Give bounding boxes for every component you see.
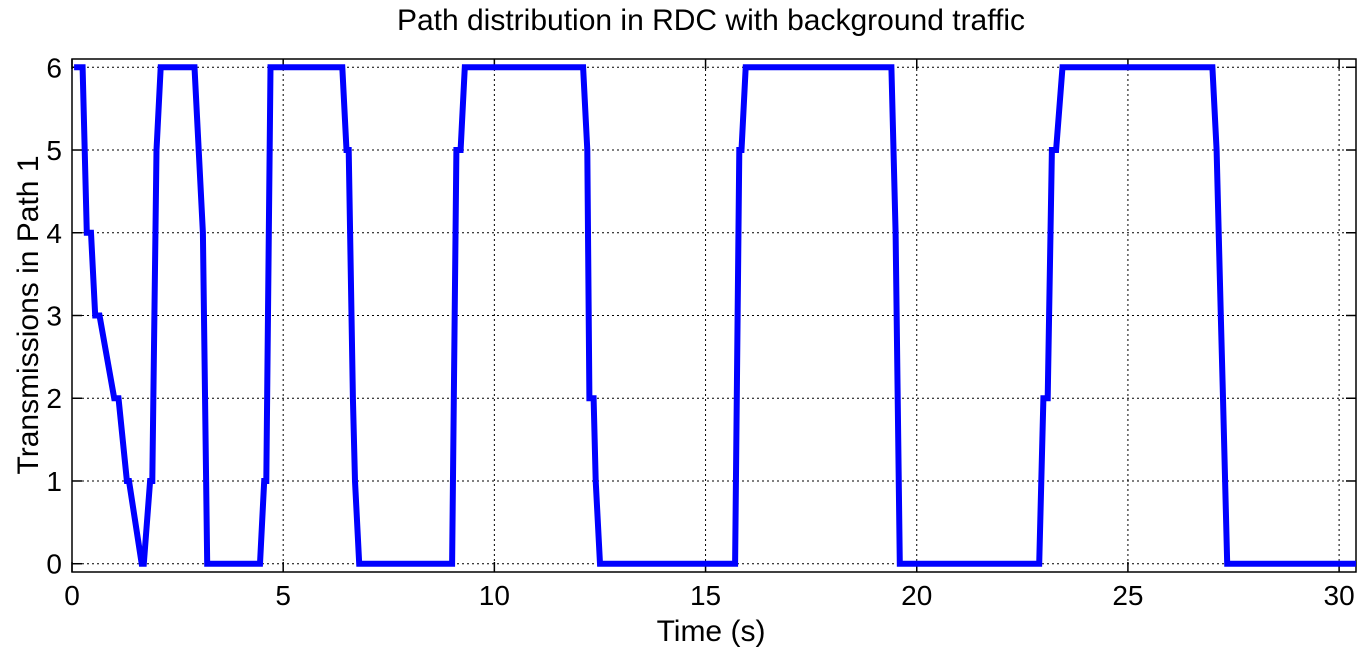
- y-tick-label-5: 5: [46, 135, 62, 166]
- y-tick-label-2: 2: [46, 383, 62, 414]
- x-tick-label-5: 25: [1112, 580, 1143, 611]
- y-tick-label-0: 0: [46, 549, 62, 580]
- x-axis-label: Time (s): [657, 615, 766, 648]
- axis-ticks: 0 5 10 15 20 25 30 0 1 2 3 4 5 6: [46, 52, 1356, 611]
- x-tick-label-1: 5: [275, 580, 291, 611]
- y-tick-label-4: 4: [46, 218, 62, 249]
- x-tick-label-6: 30: [1324, 580, 1355, 611]
- chart-title: Path distribution in RDC with background…: [397, 4, 1025, 37]
- y-tick-label-1: 1: [46, 466, 62, 497]
- x-tick-label-3: 15: [690, 580, 721, 611]
- series-layer: [74, 64, 1356, 567]
- series-line-0: [74, 64, 1356, 567]
- x-tick-label-0: 0: [64, 580, 80, 611]
- y-tick-label-6: 6: [46, 52, 62, 83]
- y-axis-label: Transmissions in Path 1: [12, 155, 45, 474]
- x-tick-label-4: 20: [901, 580, 932, 611]
- x-tick-label-2: 10: [479, 580, 510, 611]
- y-tick-label-3: 3: [46, 301, 62, 332]
